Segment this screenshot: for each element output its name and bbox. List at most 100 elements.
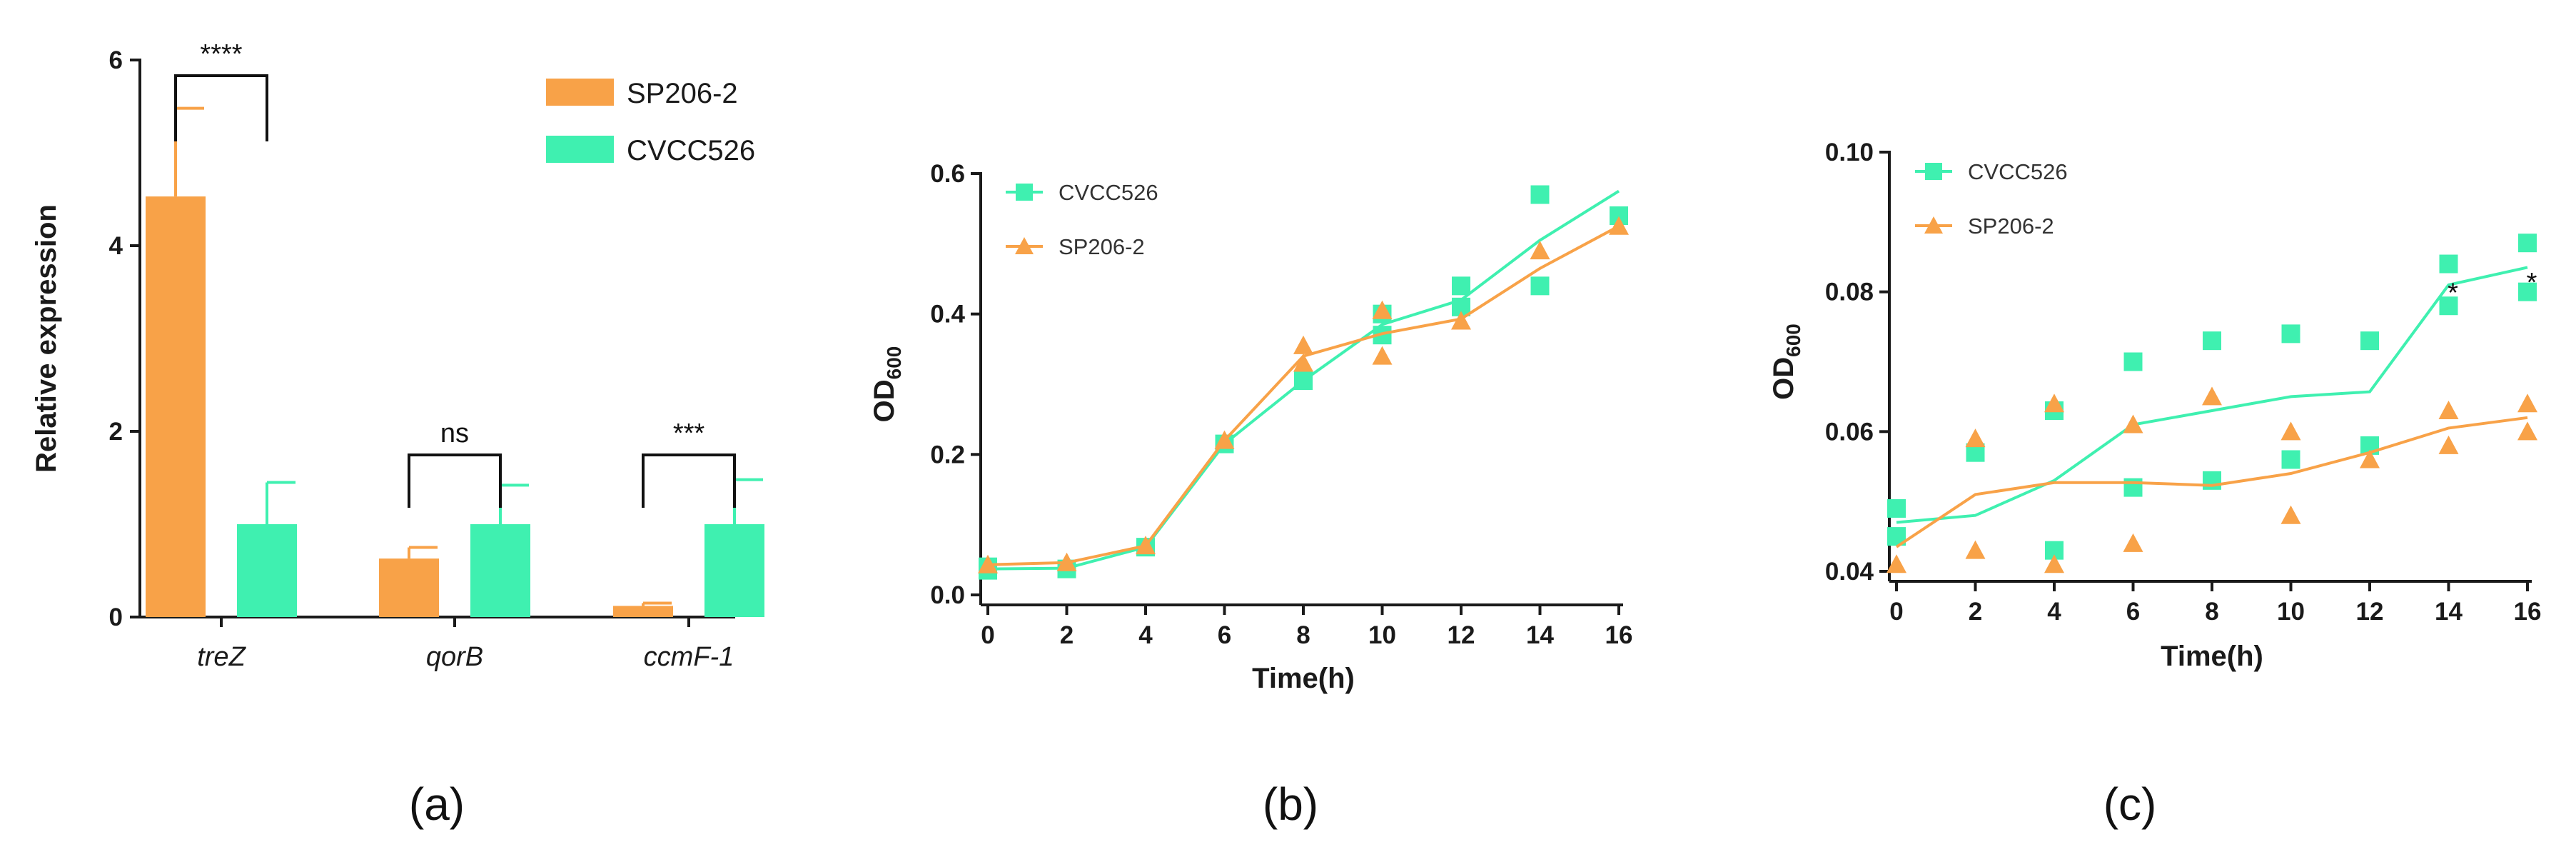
data-point-sp206-2	[2438, 435, 2459, 454]
panel-label: (c)	[2103, 778, 2157, 830]
y-tick-label: 0.06	[1825, 418, 1874, 446]
data-point-sp206-2	[1372, 346, 1393, 365]
y-tick-label: 0.6	[930, 160, 965, 188]
x-tick-label: 4	[1138, 621, 1153, 649]
data-point-sp206-2	[1965, 429, 1986, 448]
significance-bracket	[642, 453, 736, 508]
x-tick-label: 8	[1296, 621, 1310, 649]
data-point-sp206-2	[1293, 335, 1313, 354]
category-label: qorB	[426, 642, 483, 672]
panel-b-growth-curve: 0.0 0.2 0.4 0.6 0 2 4 6 8 10 12 14 16 OD600 Time(h) CVC…	[869, 160, 1632, 830]
series-line-sp206-2	[987, 224, 1620, 566]
data-point-cvcc526	[2123, 352, 2143, 371]
x-tick-label: 12	[2356, 598, 2384, 626]
series-line-cvcc526	[1896, 266, 2528, 524]
significance-bracket	[408, 453, 502, 508]
legend-marker-triangle	[1924, 216, 1943, 234]
x-tick-label: 0	[981, 621, 994, 649]
data-point-sp206-2	[1609, 216, 1629, 235]
legend-swatch-sp206-2	[546, 79, 614, 106]
data-point-cvcc526	[2518, 234, 2537, 253]
data-point-sp206-2	[2280, 421, 2301, 441]
data-point-sp206-2	[1530, 241, 1550, 260]
data-point-cvcc526	[2439, 254, 2458, 274]
data-point-cvcc526	[1452, 276, 1470, 296]
significance-asterisk: *	[2448, 279, 2458, 309]
x-tick-label: 14	[1526, 621, 1554, 649]
data-point-cvcc526	[1294, 371, 1313, 391]
bar-sp206-2	[379, 558, 439, 617]
legend-label: CVCC526	[627, 135, 755, 166]
x-tick-label: 16	[2514, 598, 2542, 626]
data-point-cvcc526	[2281, 324, 2300, 344]
data-point-sp206-2	[2123, 414, 2143, 434]
legend-marker-square	[1925, 163, 1942, 180]
category-label: treZ	[197, 642, 246, 672]
significance-label: ****	[200, 39, 242, 69]
x-tick-label: 4	[2047, 598, 2061, 626]
y-tick-label: 0.0	[930, 581, 965, 609]
data-point-cvcc526	[2123, 478, 2143, 497]
y-tick-label: 0.08	[1825, 279, 1874, 306]
y-tick-label: 0.4	[930, 301, 965, 329]
data-point-sp206-2	[1056, 552, 1077, 571]
y-tick-label: 0.04	[1825, 558, 1874, 586]
bar-cvcc526	[470, 524, 530, 617]
bar-sp206-2	[613, 606, 673, 617]
data-point-sp206-2	[978, 554, 998, 573]
x-tick-label: 6	[2126, 598, 2140, 626]
data-point-cvcc526	[2439, 296, 2458, 316]
data-point-cvcc526	[1530, 185, 1550, 204]
data-point-sp206-2	[1886, 554, 1906, 573]
x-tick-label: 16	[1605, 621, 1633, 649]
panel-label: (a)	[409, 778, 465, 830]
y-axis-label: OD600	[1768, 324, 1804, 400]
significance-bracket	[174, 74, 268, 141]
significance-label: ***	[673, 419, 705, 448]
data-point-sp206-2	[2360, 449, 2380, 468]
x-axis-label: Time(h)	[1252, 663, 1355, 694]
data-point-sp206-2	[1451, 311, 1471, 330]
x-tick-label: 10	[2277, 598, 2305, 626]
y-tick-label: 0	[109, 603, 123, 631]
data-point-cvcc526	[1530, 276, 1550, 296]
legend-label: SP206-2	[1968, 214, 2054, 239]
data-point-cvcc526	[2360, 331, 2379, 351]
legend-marker-triangle	[1015, 237, 1034, 254]
y-axis-label: Relative expression	[31, 204, 62, 473]
legend-swatch-cvcc526	[546, 136, 614, 163]
legend-label: CVCC526	[1059, 180, 1158, 205]
category-label: ccmF-1	[644, 642, 734, 672]
y-tick-label: 2	[109, 418, 123, 446]
data-point-cvcc526	[2203, 471, 2221, 490]
data-point-sp206-2	[2202, 386, 2222, 406]
x-tick-label: 10	[1368, 621, 1396, 649]
legend-label: SP206-2	[1059, 234, 1145, 259]
data-point-sp206-2	[1293, 353, 1313, 372]
bar-sp206-2	[146, 196, 206, 618]
panel-a-bar-chart: 0 2 4 6 Relative expression treZ qorB ccmF-1 ***…	[31, 39, 764, 830]
legend-label: CVCC526	[1968, 159, 2068, 184]
data-point-sp206-2	[1214, 430, 1235, 449]
y-axis-label: OD600	[869, 346, 905, 423]
legend-marker-square	[1016, 184, 1033, 201]
bar-cvcc526	[237, 524, 297, 617]
legend-label: SP206-2	[627, 78, 738, 109]
data-point-sp206-2	[2438, 400, 2459, 419]
x-tick-label: 8	[2205, 598, 2218, 626]
data-point-sp206-2	[2123, 533, 2143, 552]
bar-cvcc526	[704, 524, 764, 617]
x-tick-label: 6	[1218, 621, 1231, 649]
significance-label: ns	[440, 419, 469, 448]
x-tick-label: 14	[2435, 598, 2463, 626]
data-point-sp206-2	[2044, 394, 2064, 413]
data-point-cvcc526	[2203, 331, 2221, 351]
data-point-sp206-2	[1136, 536, 1156, 555]
data-point-cvcc526	[1887, 498, 1906, 518]
panel-label: (b)	[1263, 778, 1318, 830]
y-tick-label: 0.10	[1825, 139, 1874, 166]
data-point-cvcc526	[2281, 450, 2300, 469]
data-point-sp206-2	[1372, 300, 1393, 319]
data-point-sp206-2	[2280, 505, 2301, 524]
y-tick-label: 6	[109, 46, 123, 74]
